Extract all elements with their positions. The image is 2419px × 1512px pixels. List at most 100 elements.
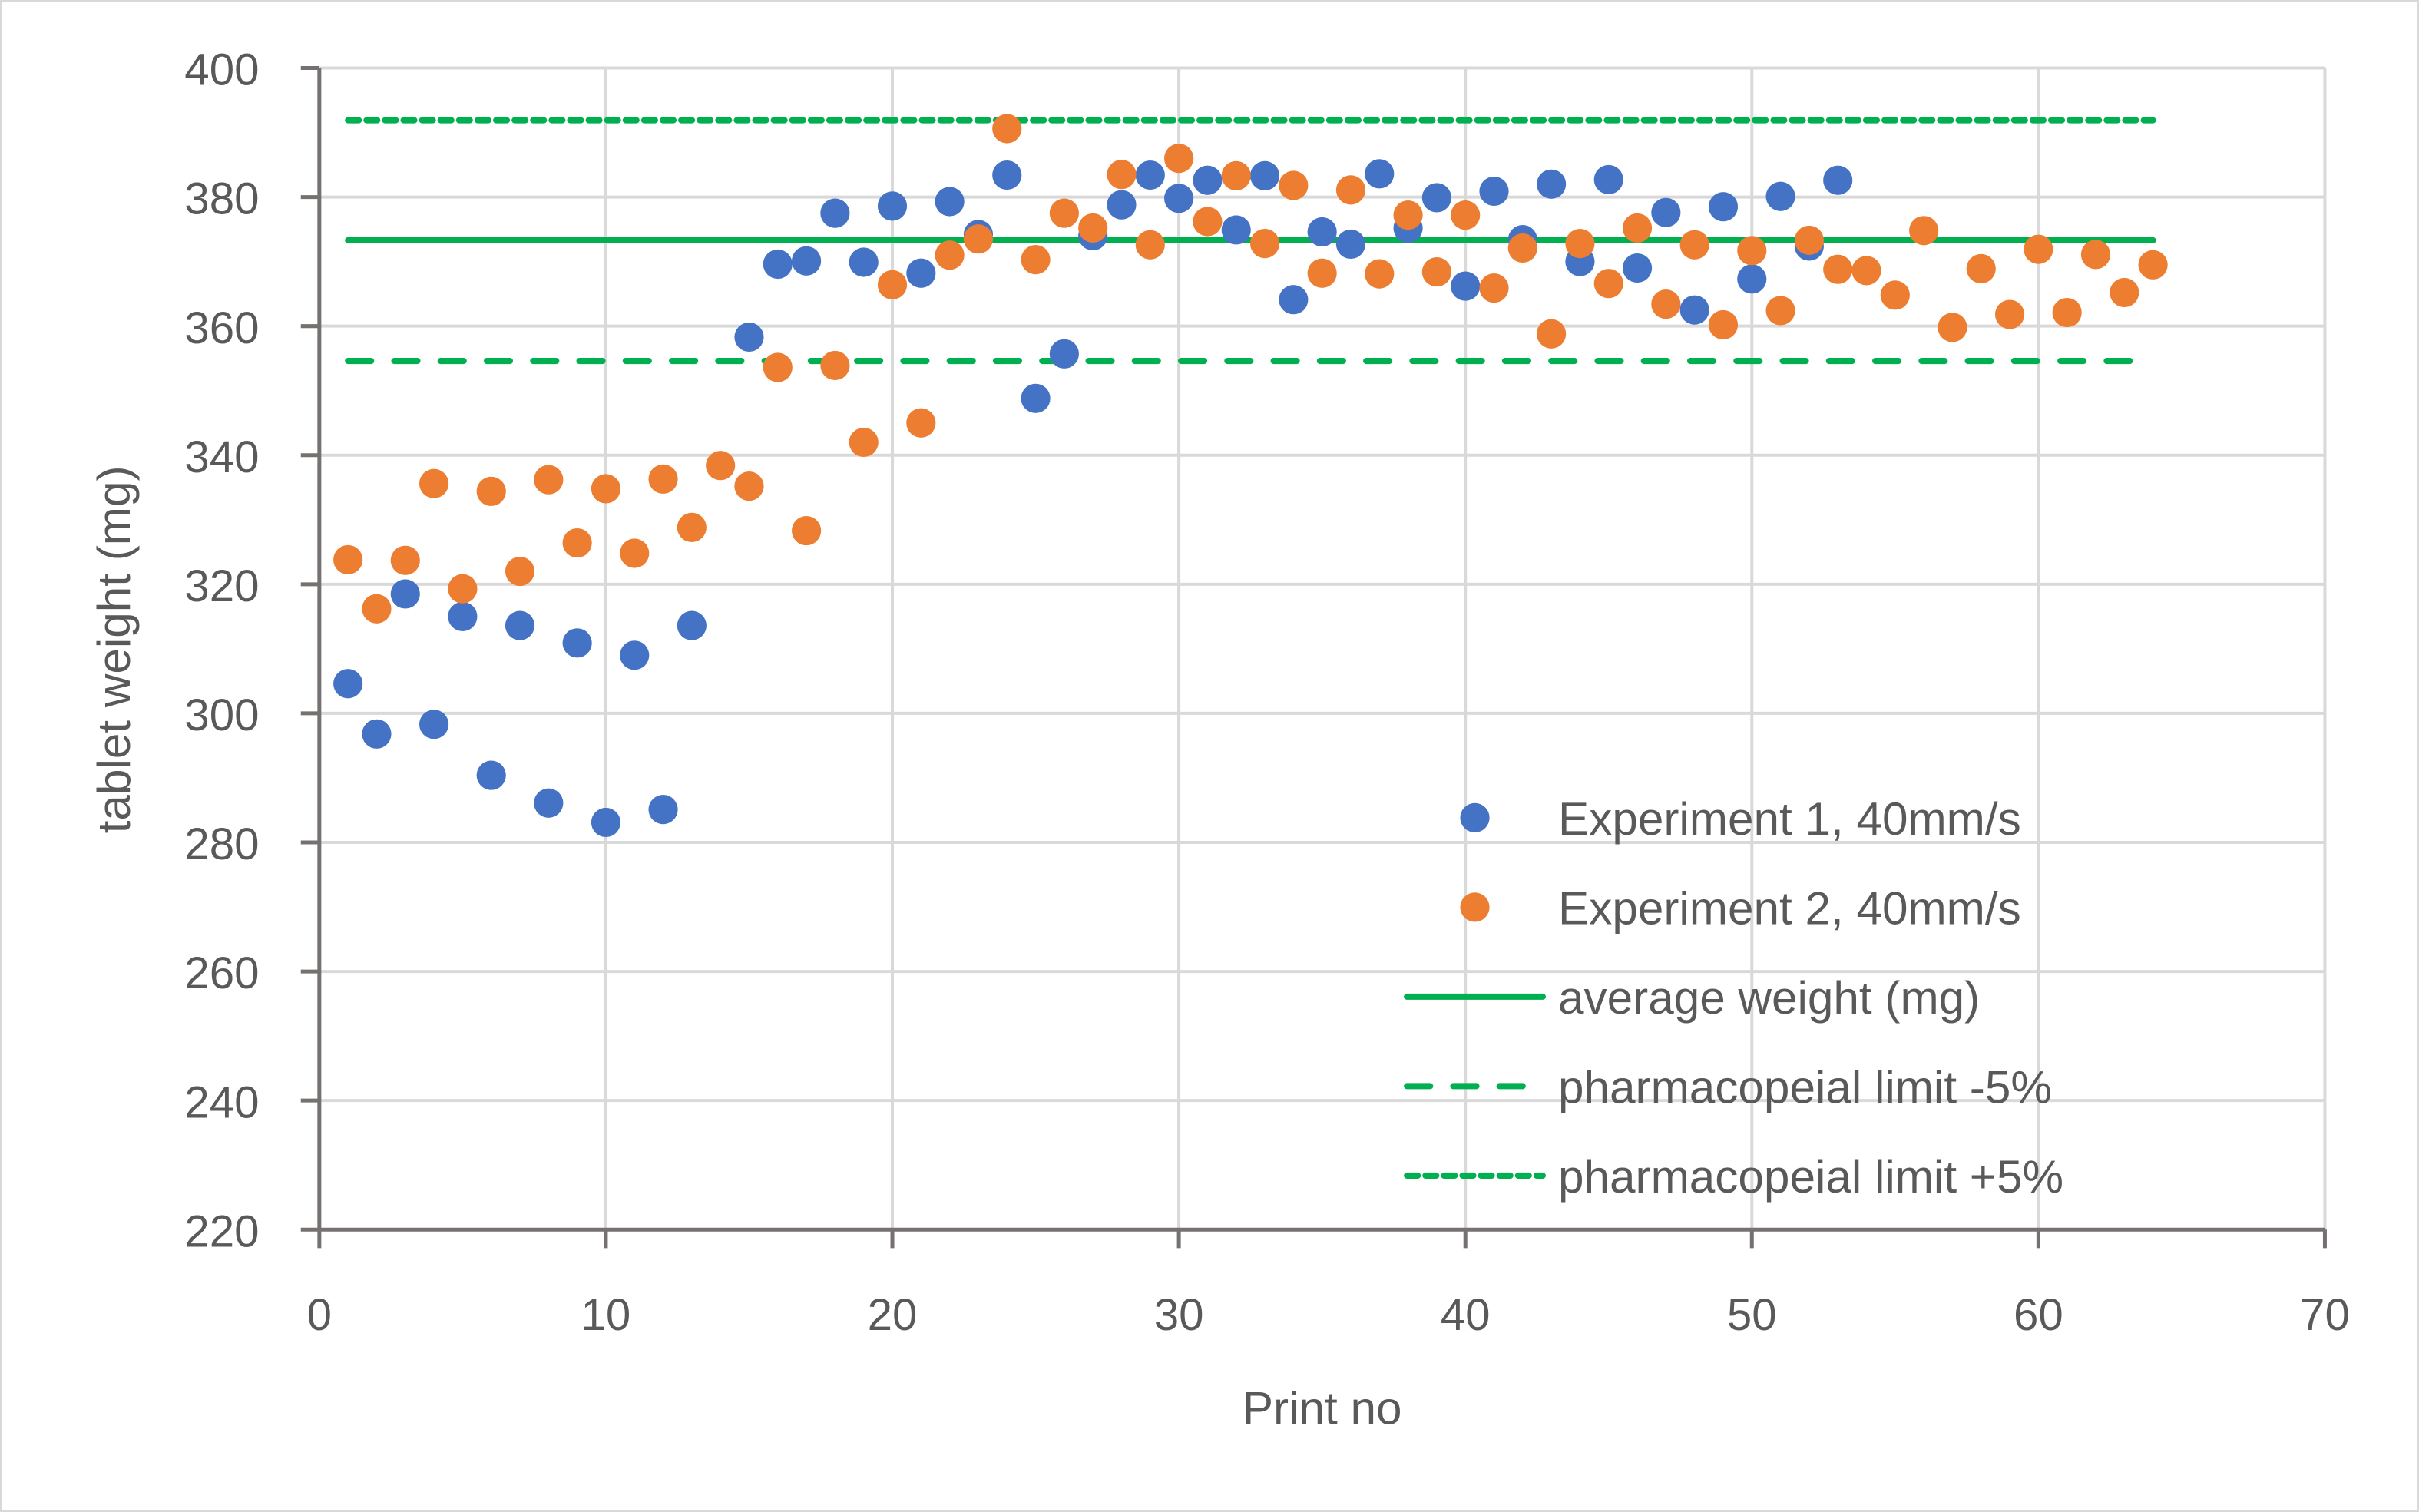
exp1-point	[1737, 264, 1767, 294]
exp1-point	[1451, 271, 1481, 301]
y-tick-label: 280	[184, 819, 259, 869]
exp2-point	[591, 474, 621, 504]
legend-item: pharmacopeial limit +5%	[1404, 1150, 2063, 1203]
data-points	[333, 114, 2168, 838]
exp2-point	[734, 471, 764, 501]
exp2-point	[1393, 200, 1423, 230]
exp2-point	[419, 468, 449, 498]
exp2-point	[1737, 236, 1767, 266]
exp1-point	[1335, 229, 1366, 260]
exp1-point	[734, 322, 764, 352]
legend-item: pharmacopeial limit -5%	[1404, 1061, 2052, 1113]
exp2-point	[1651, 289, 1681, 319]
exp2-point	[1451, 200, 1481, 230]
exp1-point	[792, 246, 822, 276]
exp1-point	[1651, 197, 1681, 227]
exp2-point	[1765, 296, 1795, 326]
exp2-point	[1421, 257, 1451, 287]
exp2-point	[1049, 198, 1079, 228]
x-tick-label: 10	[581, 1290, 631, 1340]
exp2-point	[476, 476, 506, 506]
exp1-point	[1021, 383, 1051, 413]
exp1-point	[1622, 253, 1653, 283]
exp2-point	[1622, 213, 1653, 243]
exp2-point	[534, 465, 564, 495]
x-axis-title: Print no	[1243, 1381, 1402, 1434]
exp2-point	[1537, 319, 1567, 349]
exp1-point	[1279, 285, 1309, 315]
exp2-point	[1823, 254, 1853, 284]
exp1-point	[390, 579, 420, 609]
exp1-point	[1365, 159, 1395, 189]
x-tick-label: 60	[2014, 1290, 2063, 1340]
exp1-point	[333, 669, 363, 699]
exp2-point	[448, 574, 478, 604]
x-tick-label: 0	[307, 1290, 332, 1340]
exp2-point	[620, 538, 650, 568]
y-tick-label: 400	[184, 45, 259, 95]
exp2-point	[1078, 213, 1108, 243]
exp1-point	[620, 640, 650, 670]
exp1-point	[1708, 192, 1739, 222]
exp1-point	[906, 258, 936, 288]
y-axis-title: tablet weight (mg)	[88, 465, 140, 833]
exp1-point	[1193, 165, 1223, 195]
exp1-point	[562, 628, 592, 658]
exp1-point	[820, 198, 850, 228]
y-tick-label: 220	[184, 1206, 259, 1256]
y-tick-label: 260	[184, 948, 259, 998]
exp1-point	[1479, 176, 1509, 207]
exp1-point	[1537, 169, 1567, 199]
exp1-point	[1679, 295, 1709, 325]
exp2-point	[1994, 299, 2025, 329]
x-tick-label: 50	[1727, 1290, 1777, 1340]
x-tick-label: 30	[1154, 1290, 1204, 1340]
exp2-point	[1221, 160, 1251, 190]
exp2-point	[849, 427, 879, 458]
exp2-point	[1708, 309, 1739, 340]
exp2-point	[2080, 240, 2111, 270]
legend-item: Experiment 2, 40mm/s	[1460, 882, 2021, 934]
exp1-point	[1164, 184, 1194, 213]
exp2-point	[1851, 256, 1881, 286]
axes	[300, 66, 2327, 1249]
legend: Experiment 1, 40mm/s Experiment 2, 40mm/s…	[1404, 792, 2063, 1203]
exp1-point	[1593, 164, 1623, 194]
exp2-point	[1565, 229, 1595, 259]
exp1-point	[362, 719, 392, 749]
exp1-point	[476, 760, 506, 790]
exp2-point	[1966, 253, 1996, 283]
exp2-point	[935, 240, 965, 270]
exp2-point	[648, 464, 678, 494]
exp1-point	[1107, 190, 1137, 220]
exp2-point	[820, 350, 850, 381]
exp2-point	[1279, 170, 1309, 200]
legend-item: average weight (mg)	[1404, 971, 1980, 1024]
y-tick-labels: 220 240 260 280 300 320 340 360 380 400	[184, 45, 259, 1257]
exp2-point	[362, 594, 392, 624]
legend-marker	[1460, 802, 1490, 832]
exp2-point	[1307, 258, 1337, 288]
exp2-point	[505, 556, 535, 587]
exp2-point	[992, 114, 1022, 144]
exp2-point	[1164, 144, 1194, 174]
exp1-point	[1765, 181, 1795, 211]
exp2-point	[1507, 233, 1537, 263]
legend-label: pharmacopeial limit -5%	[1558, 1061, 2052, 1113]
exp2-point	[1479, 273, 1509, 303]
exp2-point	[1249, 229, 1280, 259]
exp2-point	[906, 408, 936, 438]
exp1-point	[648, 795, 678, 825]
exp2-point	[1794, 225, 1824, 255]
exp1-point	[935, 187, 965, 217]
x-tick-labels: 0 10 20 30 40 50 60 70	[307, 1290, 2350, 1340]
exp2-point	[2024, 234, 2053, 264]
legend-label: average weight (mg)	[1558, 971, 1980, 1024]
exp1-point	[992, 160, 1022, 190]
legend-label: Experiment 1, 40mm/s	[1558, 792, 2021, 845]
y-tick-label: 300	[184, 690, 259, 740]
y-tick-label: 320	[184, 561, 259, 611]
legend-label: pharmacopeial limit +5%	[1558, 1150, 2063, 1203]
